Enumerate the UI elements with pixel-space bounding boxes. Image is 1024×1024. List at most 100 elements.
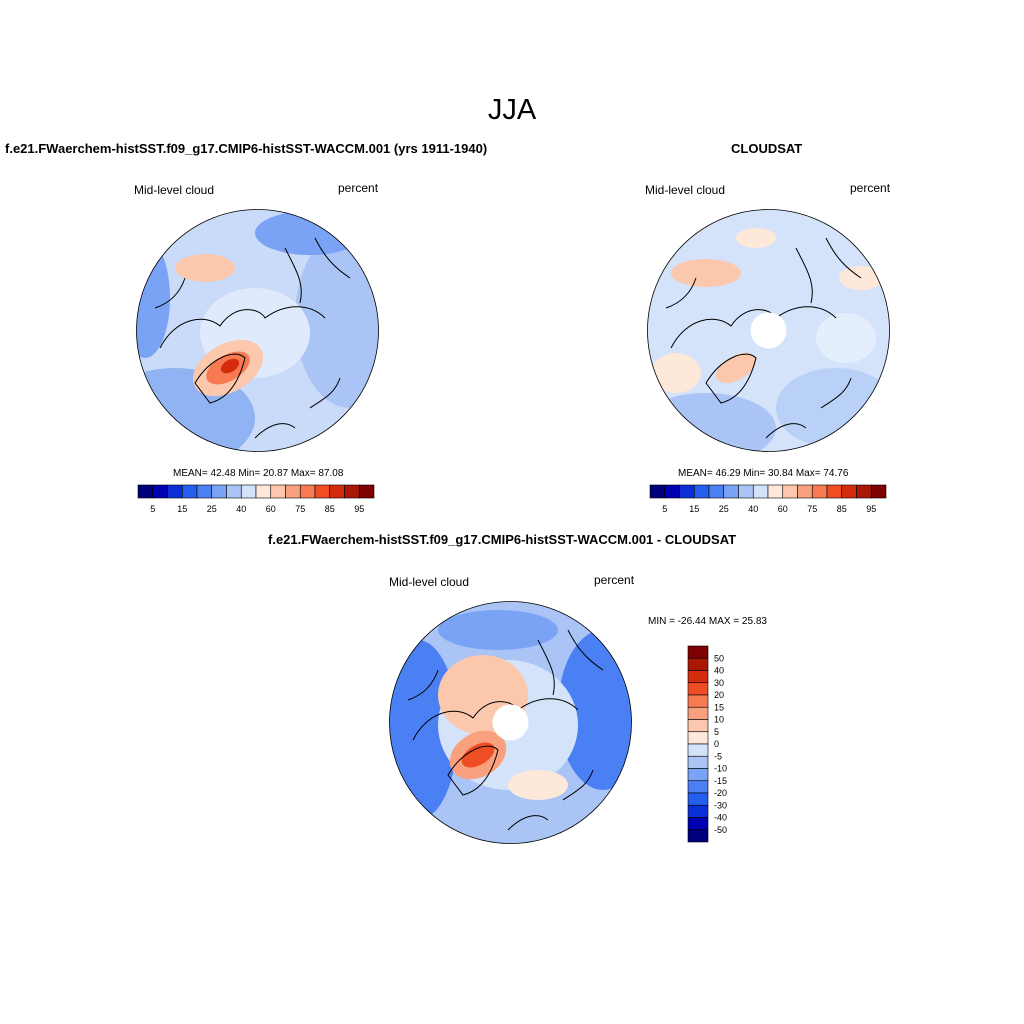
colorbar-tick-label: 85 <box>837 504 847 514</box>
colorbar-box <box>738 484 754 499</box>
panel-1-title: f.e21.FWaerchem-histSST.f09_g17.CMIP6-hi… <box>5 141 488 156</box>
coastline <box>665 237 862 439</box>
colorbar-box <box>181 484 198 499</box>
colorbar-box <box>196 484 213 499</box>
contour-region <box>776 368 890 448</box>
colorbar-box <box>687 694 709 708</box>
colorbar-box <box>687 731 709 745</box>
colorbar-box <box>723 484 739 499</box>
contour-region <box>647 393 776 452</box>
colorbar-tick-label: -15 <box>714 776 727 786</box>
colorbar-box <box>687 755 709 769</box>
colorbar-box <box>687 829 709 843</box>
contour-region <box>175 254 235 282</box>
panel-3-variable-label: Mid-level cloud <box>389 575 470 589</box>
map-field <box>136 209 379 452</box>
colorbar-box <box>687 719 709 733</box>
panel-1-stats: MEAN= 42.48 Min= 20.87 Max= 87.08 <box>173 468 344 479</box>
panel-2-polar-map <box>647 209 890 452</box>
contour-region <box>651 353 701 393</box>
contour-region <box>508 770 568 800</box>
colorbar-box <box>811 484 828 499</box>
colorbar-box <box>285 484 301 499</box>
colorbar-tick-label: 60 <box>778 504 788 514</box>
colorbar-box <box>255 484 272 499</box>
colorbar-tick-label: -20 <box>714 788 727 798</box>
colorbar-tick-label: 30 <box>714 678 724 688</box>
main-title: JJA <box>487 94 537 126</box>
colorbar-box <box>687 768 709 782</box>
contour-region <box>736 228 776 248</box>
contour-region <box>295 228 379 408</box>
contour-region <box>255 211 365 255</box>
panel-1-colorbar: 5 15 25 40 60 75 85 95 <box>137 484 375 514</box>
colorbar-box <box>797 484 813 499</box>
contour-region <box>136 238 170 358</box>
colorbar-box <box>752 484 769 499</box>
colorbar-box <box>167 484 183 499</box>
colorbar-tick-label: 60 <box>266 504 276 514</box>
panel-3-title: f.e21.FWaerchem-histSST.f09_g17.CMIP6-hi… <box>268 532 737 547</box>
contour-region <box>816 313 876 363</box>
panel-3-polar-map <box>389 601 632 844</box>
colorbar-tick-label: 40 <box>236 504 246 514</box>
colorbar-tick-label: 5 <box>714 727 719 737</box>
colorbar-tick-label: 15 <box>177 504 187 514</box>
colorbar-tick-label: 25 <box>207 504 217 514</box>
panel-2-units-label: percent <box>850 181 891 195</box>
colorbar-tick-label: 5 <box>662 504 667 514</box>
colorbar-tick-label: -10 <box>714 764 727 774</box>
colorbar-box <box>687 780 709 794</box>
colorbar-box <box>314 484 331 499</box>
pole-hole <box>750 312 787 349</box>
panel-3-stats: MIN = -26.44 MAX = 25.83 <box>648 616 767 627</box>
colorbar-box <box>358 484 375 499</box>
colorbar-box <box>664 484 680 499</box>
colorbar-box <box>687 817 709 831</box>
colorbar-box <box>687 743 709 757</box>
colorbar-box <box>826 484 843 499</box>
pole-hole <box>492 704 529 741</box>
panel-1-units-label: percent <box>338 181 379 195</box>
colorbar-box <box>270 484 286 499</box>
colorbar-tick-label: 95 <box>866 504 876 514</box>
contour-region <box>438 610 558 650</box>
colorbar-tick-label: -5 <box>714 751 722 761</box>
colorbar-box <box>687 792 709 806</box>
colorbar-box <box>152 484 168 499</box>
colorbar-box <box>687 804 709 818</box>
colorbar-tick-label: 75 <box>295 504 305 514</box>
colorbar-tick-label: 15 <box>714 702 724 712</box>
colorbar-tick-label: 20 <box>714 690 724 700</box>
panel-2-title: CLOUDSAT <box>731 141 803 156</box>
colorbar-box <box>137 484 154 499</box>
colorbar-box <box>687 706 709 720</box>
colorbar-box <box>299 484 316 499</box>
colorbar-box <box>841 484 857 499</box>
panel-1-polar-map <box>136 209 379 452</box>
map-field <box>647 209 890 452</box>
panel-1-variable-label: Mid-level cloud <box>134 183 215 197</box>
colorbar-tick-label: 75 <box>807 504 817 514</box>
colorbar-box <box>767 484 784 499</box>
colorbar-tick-label: -40 <box>714 813 727 823</box>
colorbar-box <box>240 484 257 499</box>
map-outline <box>647 209 890 452</box>
colorbar-box <box>344 484 360 499</box>
colorbar-tick-label: 85 <box>325 504 335 514</box>
colorbar-box <box>708 484 725 499</box>
colorbar-tick-label: -50 <box>714 825 727 835</box>
colorbar-box <box>329 484 345 499</box>
colorbar-box <box>870 484 887 499</box>
panel-2-colorbar: 5 15 25 40 60 75 85 95 <box>649 484 887 514</box>
colorbar-box <box>211 484 227 499</box>
colorbar-box <box>687 682 709 696</box>
panel-3-units-label: percent <box>594 573 635 587</box>
colorbar-tick-label: 10 <box>714 715 724 725</box>
colorbar-box <box>687 645 709 659</box>
colorbar-tick-label: 40 <box>714 666 724 676</box>
contour-region <box>671 259 741 287</box>
contour-region <box>461 742 495 768</box>
coastline <box>154 237 351 439</box>
colorbar-box <box>687 657 709 671</box>
